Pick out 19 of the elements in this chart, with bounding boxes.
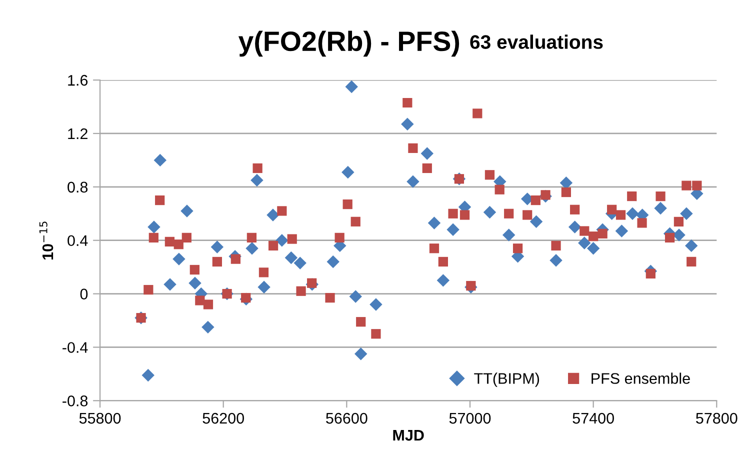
legend-label: TT(BIPM) [474,372,540,387]
y-tick-label: 1.2 [68,128,88,140]
x-axis-title: MJD [393,430,424,441]
y-tick-label: 0.4 [68,235,88,246]
x-tick-label: 55800 [79,412,121,424]
y-tick-label: 0.8 [68,182,88,193]
y-tick-label: 1.6 [68,74,88,86]
x-tick-label: 57000 [449,412,491,424]
x-tick-label: 56200 [202,412,244,424]
y-axis-title: 10$^{−15}$ [39,222,54,260]
legend-label: PFS ensemble [592,372,690,384]
chart-subtitle: 63 evaluations [470,34,603,49]
y-tick-label: 0 [80,288,88,300]
chart-title: y(FO2(Rb) - PFS) [238,30,460,57]
x-tick-label: 56600 [326,412,368,424]
y-tick-label: -0.8 [62,396,88,406]
x-tick-label: 57800 [696,412,738,424]
x-tick-label: 57400 [572,412,614,424]
y-tick-label: -0.4 [62,342,88,353]
